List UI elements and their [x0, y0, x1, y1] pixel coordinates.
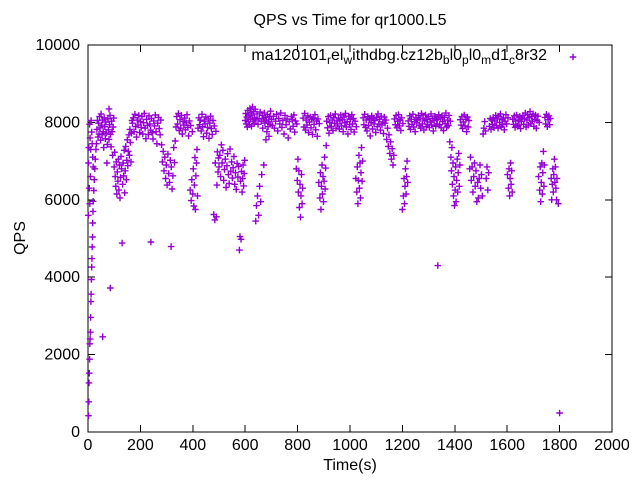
legend-label-segment: 8r32: [514, 47, 547, 64]
x-tick-label: 1600: [489, 437, 525, 454]
x-tick-label: 200: [127, 437, 154, 454]
y-axis-title: QPS: [12, 221, 29, 255]
legend-marker: [569, 53, 577, 61]
legend-label-segment: ma120101: [251, 47, 328, 64]
legend-label-segment: ithdbg.cz12b: [352, 47, 443, 64]
y-tick-label: 4000: [44, 269, 80, 286]
plot-border: [87, 44, 613, 433]
legend-label-segment: d1: [491, 47, 509, 64]
legend-label-segment: l0: [468, 47, 482, 64]
x-tick-label: 1000: [332, 437, 368, 454]
legend-label-subscript: b: [442, 53, 450, 67]
legend-label-segment: el: [331, 47, 344, 64]
legend-label-subscript: r: [327, 53, 332, 67]
y-tick-label: 2000: [44, 347, 80, 364]
x-tick-label: 800: [284, 437, 311, 454]
legend-label-segment: l0: [449, 47, 463, 64]
chart-title: QPS vs Time for qr1000.L5: [254, 12, 447, 29]
y-tick-label: 10000: [36, 37, 81, 54]
scatter-points: [85, 103, 563, 419]
y-tick-label: 6000: [44, 192, 80, 209]
legend-label-subscript: c: [508, 53, 515, 67]
x-tick-label: 0: [84, 437, 93, 454]
legend-label-subscript: p: [462, 53, 469, 67]
legend-series-label: ma120101relwithdbg.cz12bbl0pl0md1c8r32: [251, 47, 547, 67]
x-axis-title: Time(s): [323, 457, 377, 474]
x-tick-label: 2000: [594, 437, 630, 454]
y-tick-label: 0: [71, 424, 80, 441]
x-tick-label: 600: [232, 437, 259, 454]
legend-label-subscript: m: [481, 53, 492, 67]
legend-label-subscript: w: [343, 53, 353, 67]
x-tick-label: 400: [179, 437, 206, 454]
x-tick-label: 1800: [542, 437, 578, 454]
y-tick-label: 8000: [44, 114, 80, 131]
x-tick-label: 1400: [437, 437, 473, 454]
legend: ma120101relwithdbg.cz12bbl0pl0md1c8r32: [251, 46, 547, 67]
x-tick-label: 1200: [385, 437, 421, 454]
